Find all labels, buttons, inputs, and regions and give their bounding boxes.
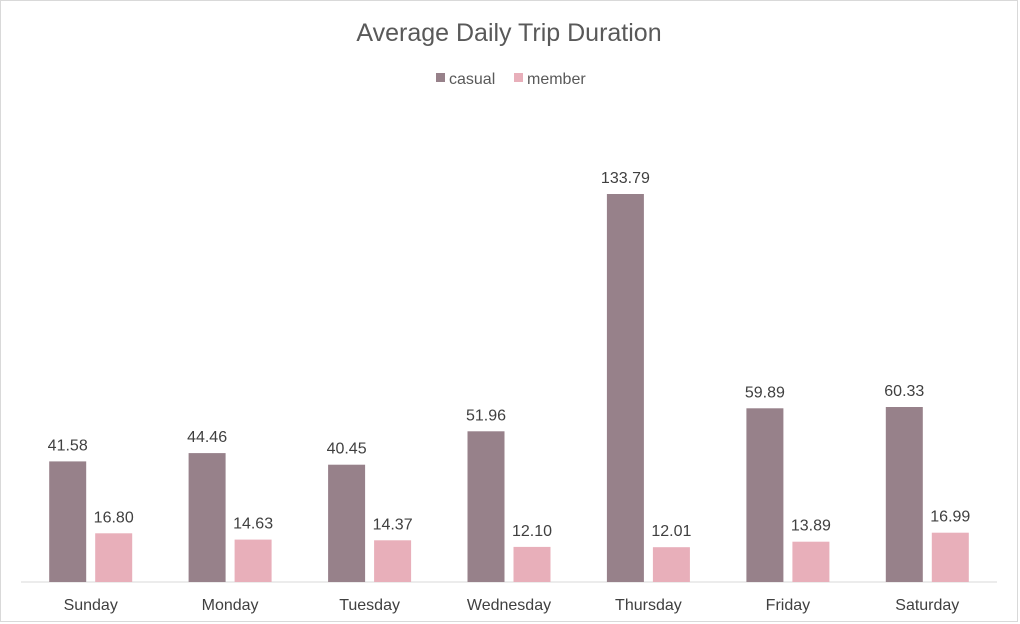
chart-title: Average Daily Trip Duration [356,19,661,47]
x-tick-label-friday: Friday [766,597,810,614]
bar-casual-wednesday [467,431,505,582]
bar-member-monday [234,539,272,582]
bar-casual-monday [188,453,226,582]
data-label-member-tuesday: 14.37 [373,516,413,533]
plot-marks: 41.58 16.80 Sunday 44.46 14.63 Monday 40.45 14.… [48,170,971,614]
bar-casual-sunday [49,461,87,582]
bar-member-saturday [931,532,969,582]
data-label-member-friday: 13.89 [791,518,831,535]
bar-casual-friday [746,408,784,582]
x-tick-label-wednesday: Wednesday [467,597,551,614]
x-tick-label-thursday: Thursday [615,597,682,614]
bar-member-friday [792,541,830,582]
bar-casual-tuesday [328,464,366,582]
x-tick-label-monday: Monday [202,597,259,614]
data-label-member-saturday: 16.99 [930,509,970,526]
legend-label-member: member [527,71,586,88]
data-label-casual-wednesday: 51.96 [466,407,506,424]
bar-member-tuesday [374,540,412,582]
bar-casual-saturday [885,407,923,582]
bar-member-wednesday [513,546,551,582]
data-label-casual-tuesday: 40.45 [327,441,367,458]
data-label-casual-monday: 44.46 [187,429,227,446]
legend: casual member [436,71,586,88]
data-label-casual-friday: 59.89 [745,384,785,401]
x-tick-label-saturday: Saturday [895,597,959,614]
legend-swatch-casual [436,73,445,82]
data-label-casual-thursday: 133.79 [601,170,650,187]
data-label-member-wednesday: 12.10 [512,523,552,540]
x-tick-label-sunday: Sunday [64,597,118,614]
data-label-member-thursday: 12.01 [651,523,691,540]
data-label-member-monday: 14.63 [233,516,273,533]
data-label-member-sunday: 16.80 [94,509,134,526]
bar-member-sunday [95,533,133,582]
bar-casual-thursday [606,194,644,582]
legend-swatch-member [514,73,523,82]
bar-member-thursday [652,547,690,582]
legend-label-casual: casual [449,71,495,88]
x-tick-label-tuesday: Tuesday [339,597,400,614]
data-label-casual-saturday: 60.33 [884,383,924,400]
data-label-casual-sunday: 41.58 [48,437,88,454]
